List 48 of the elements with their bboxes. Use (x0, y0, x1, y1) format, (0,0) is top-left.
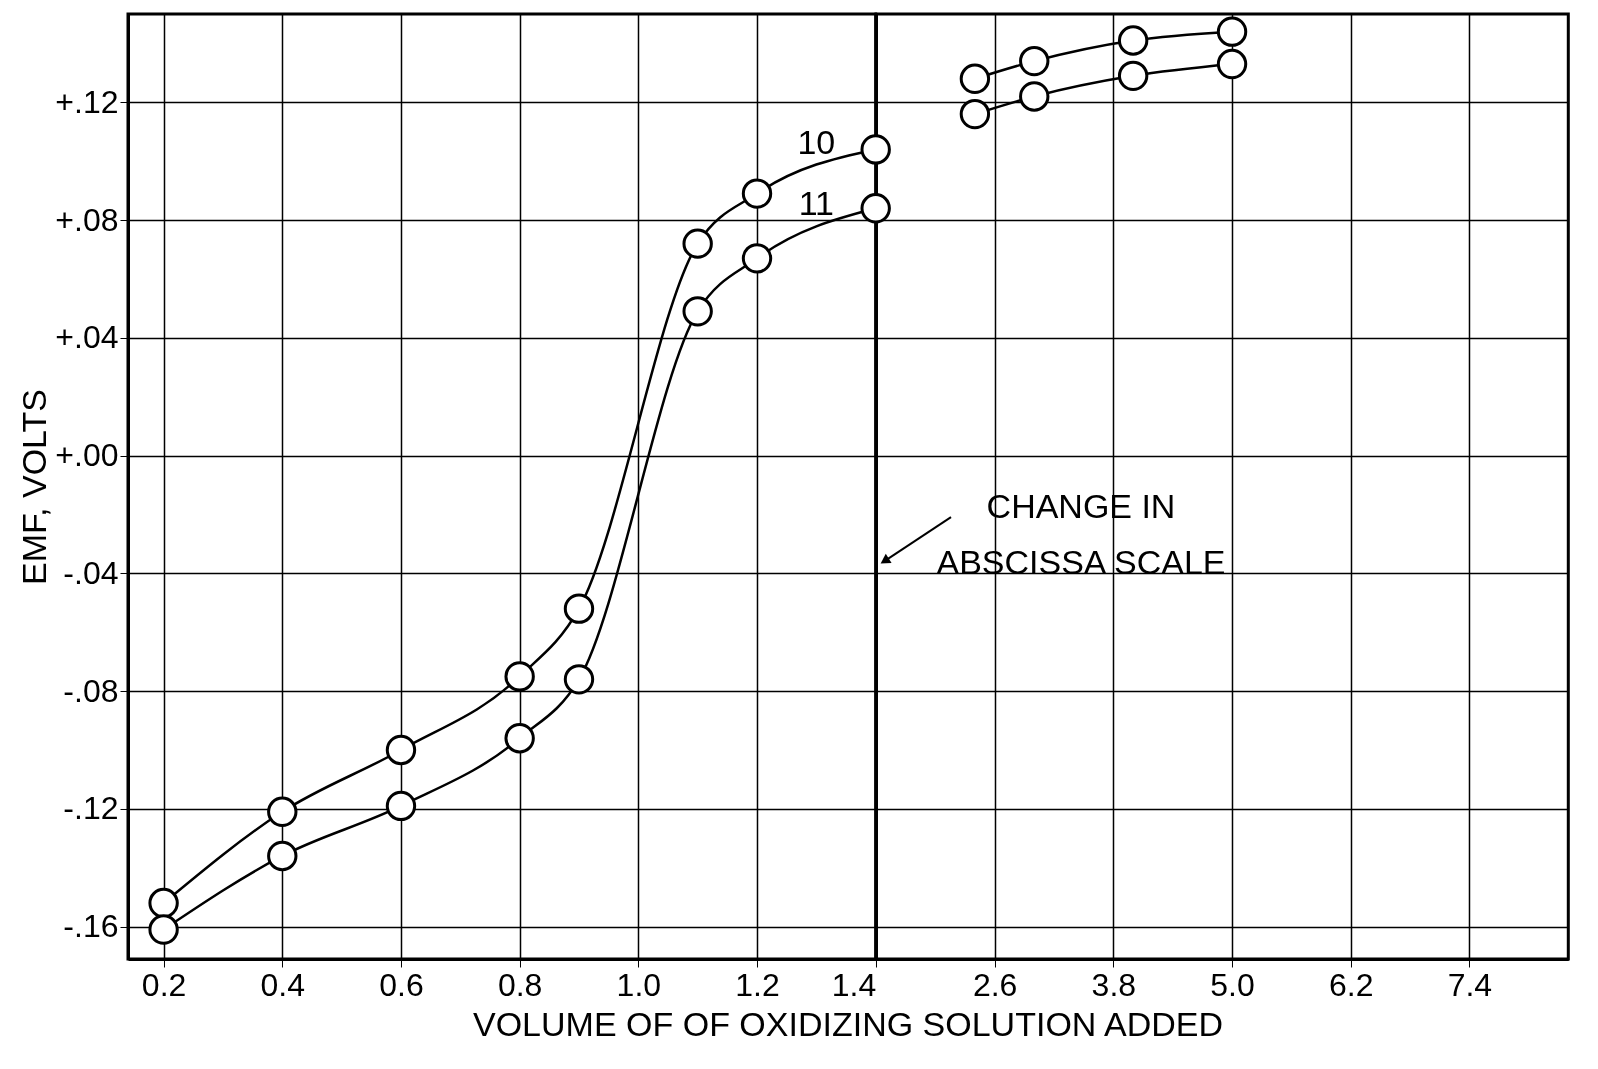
point (385, 734, 417, 766)
series-label: 10 (797, 122, 836, 161)
y-tick-label: +.04 (55, 319, 119, 356)
x-tick-label: 5.0 (1209, 967, 1255, 1004)
point (1216, 48, 1247, 80)
point (860, 134, 891, 165)
x-tick-label: 1.4 (831, 967, 877, 1004)
point (682, 296, 713, 327)
point (563, 593, 595, 624)
y-tick-label: +.00 (55, 437, 119, 474)
y-tick-label: +.08 (55, 201, 119, 238)
x-tick-label: 1.0 (616, 967, 662, 1004)
x-tick-label: 3.8 (1091, 967, 1136, 1004)
y-tick-label: -.08 (63, 672, 119, 709)
x-tick-label: 1.2 (735, 967, 780, 1004)
point (860, 193, 891, 224)
y-tick-label: -.12 (63, 790, 119, 827)
point (959, 98, 990, 130)
point (267, 840, 298, 872)
series-label: 11 (798, 184, 834, 223)
y-tick-label: +.12 (55, 83, 119, 120)
x-tick-label: 6.2 (1328, 967, 1374, 1004)
point (385, 790, 417, 822)
x-tick-label: 2.6 (972, 967, 1018, 1004)
point (1117, 60, 1149, 91)
point (148, 887, 179, 919)
point (1117, 25, 1149, 56)
y-tick-label: -.16 (63, 908, 119, 945)
point (504, 723, 535, 754)
point (1018, 81, 1050, 112)
point (1216, 16, 1247, 47)
y-axis-title: EMF, VOLTS (15, 389, 54, 585)
x-tick-label: 0.4 (260, 967, 306, 1004)
y-tick-label: -.04 (63, 554, 119, 591)
point (148, 914, 179, 945)
x-tick-label: 0.2 (141, 967, 187, 1004)
point (504, 661, 535, 692)
point (682, 228, 713, 259)
point (741, 178, 773, 209)
point (741, 243, 773, 274)
point (563, 664, 595, 695)
x-tick-label: 7.4 (1447, 967, 1492, 1004)
point (267, 796, 298, 827)
point (959, 63, 990, 94)
point (1018, 45, 1050, 77)
x-tick-label: 0.8 (497, 967, 543, 1004)
x-axis-title: VOLUME OF OF OXIDIZING SOLUTION ADDED (472, 1005, 1224, 1044)
x-tick-label: 0.6 (379, 967, 424, 1004)
